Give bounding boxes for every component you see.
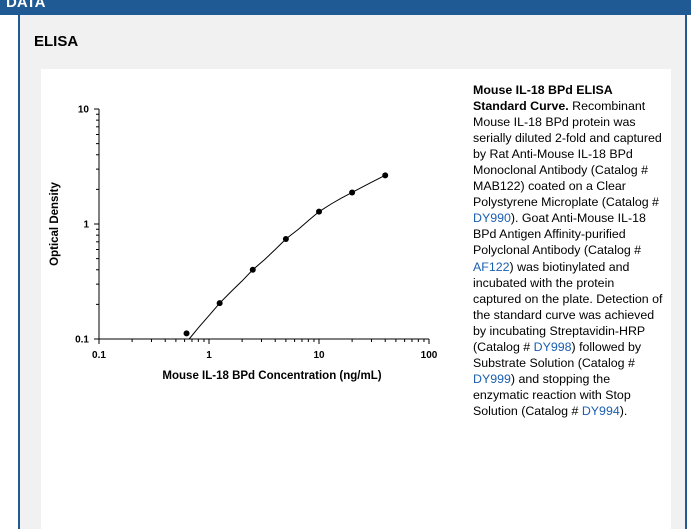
description-text: ). Goat Anti-Mouse IL-18 BPd Antigen Aff… <box>473 211 646 258</box>
standard-curve-chart: 0.1 1 10 100 0.1 1 10 Mouse IL-18 BPd Concentra… <box>49 105 438 383</box>
x-tick-label: 100 <box>421 350 438 361</box>
description-text: ) was biotinylated and incubated with th… <box>473 259 663 354</box>
section-header-bar: DATA <box>0 0 691 15</box>
data-point <box>382 172 389 179</box>
data-point <box>349 189 356 196</box>
catalog-link[interactable]: DY994 <box>581 403 620 418</box>
figure-description: Mouse IL-18 BPd ELISA Standard Curve. Re… <box>473 82 663 419</box>
section-header-title: DATA <box>6 0 46 11</box>
y-tick-label: 10 <box>78 105 90 116</box>
data-point <box>282 236 289 243</box>
curve-layer <box>188 174 386 340</box>
y-tick-label: 1 <box>83 220 89 231</box>
catalog-link[interactable]: DY999 <box>473 371 511 386</box>
description-body: Recombinant Mouse IL-18 BPd protein was … <box>473 99 662 418</box>
description-title: Mouse IL-18 BPd ELISA Standard Curve. <box>473 83 613 114</box>
elisa-panel: ELISA 0.1 1 10 100 0.1 1 10 Mouse IL-18 BPd Con… <box>18 15 687 529</box>
labels-layer: 0.1 1 10 100 0.1 1 10 Mouse IL-18 BPd Concentra… <box>49 105 438 383</box>
x-axis-title: Mouse IL-18 BPd Concentration (ng/mL) <box>162 370 381 382</box>
description-text: ). <box>619 403 628 418</box>
y-axis-title: Optical Density <box>49 182 61 266</box>
y-tick-label: 0.1 <box>75 335 89 346</box>
catalog-link[interactable]: AF122 <box>473 259 510 274</box>
points-layer <box>183 172 389 337</box>
x-tick-label: 0.1 <box>92 350 106 361</box>
panel-title: ELISA <box>34 33 79 50</box>
chart-card: 0.1 1 10 100 0.1 1 10 Mouse IL-18 BPd Concentra… <box>41 69 671 529</box>
catalog-link[interactable]: DY998 <box>533 339 572 354</box>
catalog-link[interactable]: DY990 <box>473 211 511 226</box>
data-point <box>316 208 322 215</box>
data-point <box>249 266 256 273</box>
fitted-curve-line <box>188 174 386 340</box>
x-tick-label: 1 <box>206 350 212 361</box>
axes-layer <box>94 108 430 344</box>
data-point <box>183 330 190 337</box>
description-text: Recombinant Mouse IL-18 BPd protein was … <box>473 99 662 210</box>
x-tick-label: 10 <box>313 350 325 361</box>
description-text: ) and stopping the enzymatic reaction wi… <box>473 371 631 418</box>
data-point <box>216 300 223 307</box>
description-text: ) followed by Substrate Solution (Catalo… <box>473 339 642 370</box>
